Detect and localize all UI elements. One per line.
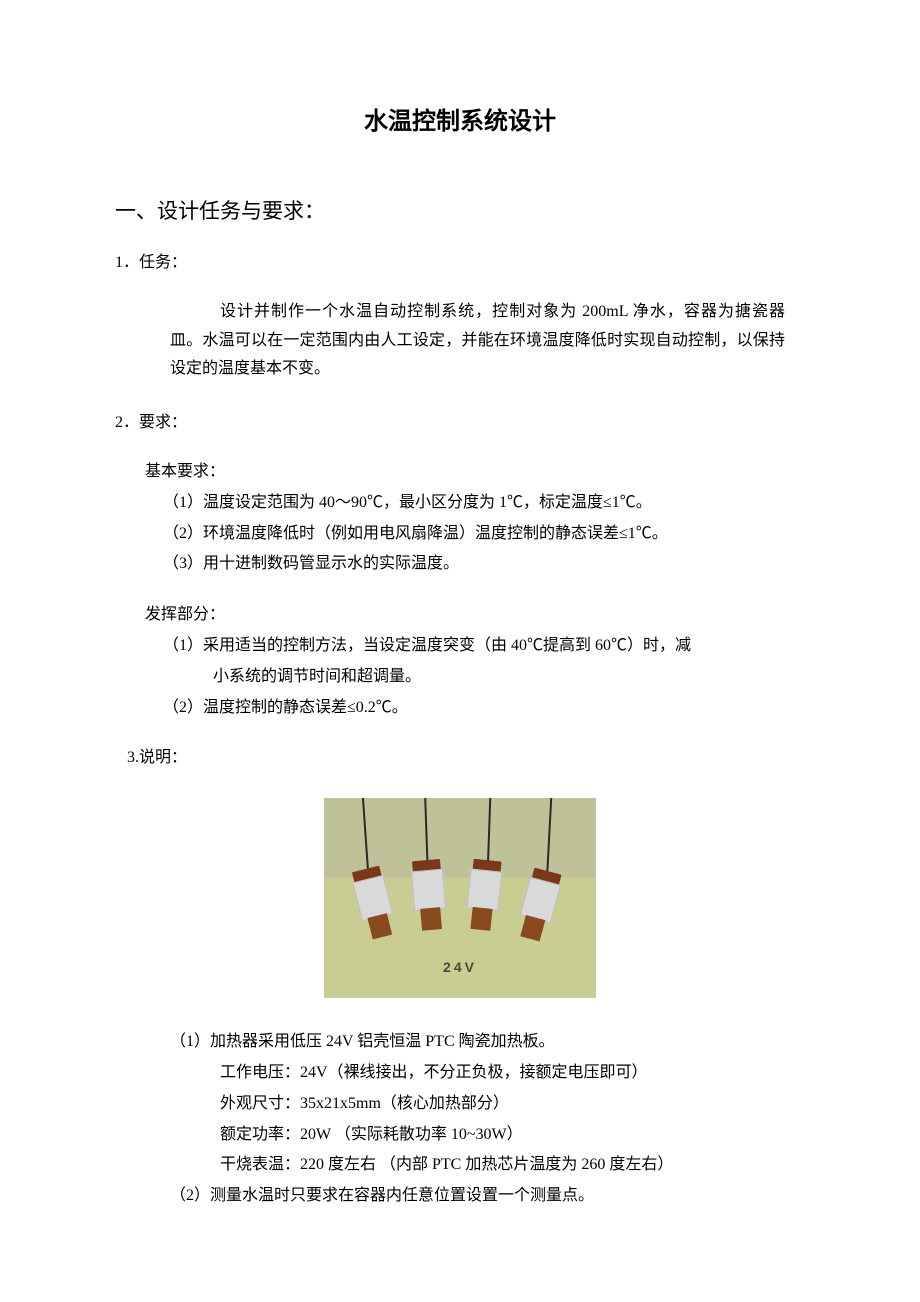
heater-foot <box>470 907 492 931</box>
page-title: 水温控制系统设计 <box>115 100 805 143</box>
basic-req-3: （3）用十进制数码管显示水的实际温度。 <box>163 550 805 579</box>
basic-req-2: （2）环境温度降低时（例如用电风扇降温）温度控制的静态误差≤1℃。 <box>163 520 805 549</box>
basic-req-label: 基本要求： <box>145 458 805 487</box>
heater-body <box>467 869 503 912</box>
task-body: 设计并制作一个水温自动控制系统，控制对象为 200mL 净水，容器为搪瓷器皿。水… <box>170 298 785 384</box>
req-label: 2．要求： <box>115 409 805 438</box>
ext-req-label: 发挥部分： <box>145 601 805 630</box>
spec-size: 外观尺寸：35x21x5mm（核心加热部分） <box>220 1090 805 1119</box>
heater-body <box>411 869 446 912</box>
ext-req-1a: （1）采用适当的控制方法，当设定温度突变（由 40℃提高到 60℃）时，减 <box>163 632 805 661</box>
spec-block: （1）加热器采用低压 24V 铝壳恒温 PTC 陶瓷加热板。 工作电压：24V（… <box>170 1028 805 1211</box>
heater-foot <box>420 907 442 931</box>
spec-voltage: 工作电压：24V（裸线接出，不分正负极，接额定电压即可） <box>220 1059 805 1088</box>
ext-req-1b: 小系统的调节时间和超调量。 <box>213 663 805 692</box>
ext-req-2: （2）温度控制的静态误差≤0.2℃。 <box>163 694 805 723</box>
task-label: 1．任务： <box>115 249 805 278</box>
spec-temp: 干烧表温：220 度左右 （内部 PTC 加热芯片温度为 260 度左右） <box>220 1151 805 1180</box>
ext-req-group: 发挥部分： （1）采用适当的控制方法，当设定温度突变（由 40℃提高到 60℃）… <box>145 601 805 722</box>
basic-req-group: 基本要求： （1）温度设定范围为 40～90℃，最小区分度为 1℃，标定温度≤1… <box>145 458 805 579</box>
section-1-heading: 一、设计任务与要求： <box>115 193 805 231</box>
spec-2: （2）测量水温时只要求在容器内任意位置设置一个测量点。 <box>170 1182 805 1211</box>
spec-intro: （1）加热器采用低压 24V 铝壳恒温 PTC 陶瓷加热板。 <box>170 1028 805 1057</box>
basic-req-1: （1）温度设定范围为 40～90℃，最小区分度为 1℃，标定温度≤1℃。 <box>163 489 805 518</box>
heater-icon <box>406 859 452 932</box>
note-label: 3.说明： <box>127 744 805 773</box>
spec-power: 额定功率：20W （实际耗散功率 10~30W） <box>220 1121 805 1150</box>
heater-icon <box>460 858 507 932</box>
photo-caption: 24V <box>324 955 596 980</box>
heater-photo: 24V <box>324 798 596 998</box>
